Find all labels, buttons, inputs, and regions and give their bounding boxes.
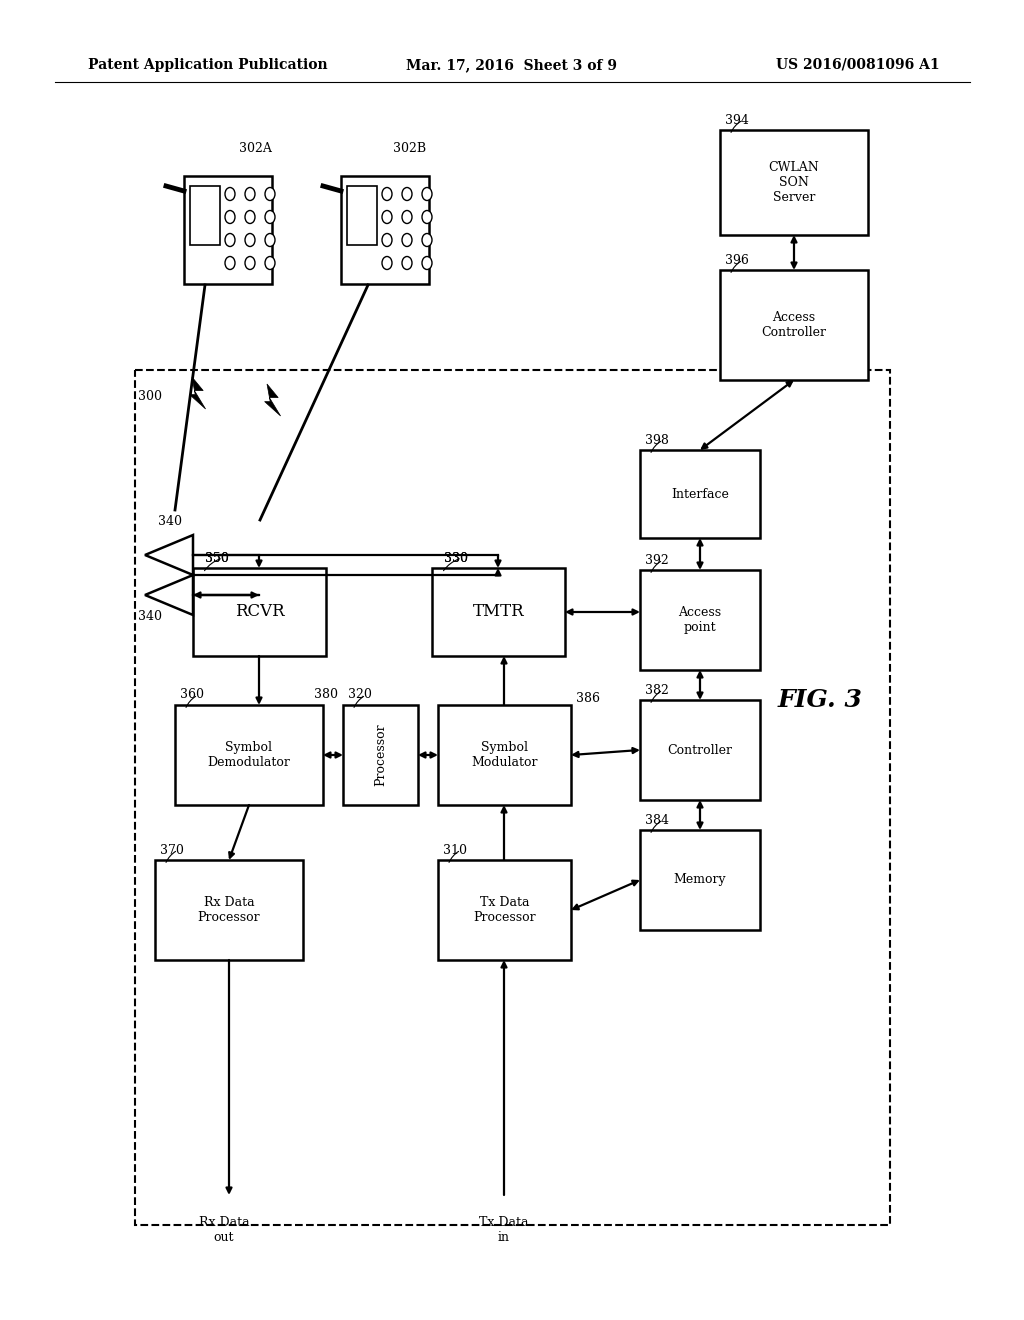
Bar <box>438 861 571 960</box>
Text: 330: 330 <box>444 552 468 565</box>
Bar <box>720 129 868 235</box>
Ellipse shape <box>422 210 432 223</box>
Text: 340: 340 <box>138 610 162 623</box>
Bar <box>640 830 760 931</box>
Text: 370: 370 <box>160 843 184 857</box>
Text: Symbol
Demodulator: Symbol Demodulator <box>208 741 291 770</box>
Bar <box>341 176 429 284</box>
Text: 392: 392 <box>645 553 669 566</box>
Text: 382: 382 <box>645 684 669 697</box>
Ellipse shape <box>382 187 392 201</box>
Ellipse shape <box>245 256 255 269</box>
Ellipse shape <box>245 210 255 223</box>
Text: Symbol
Modulator: Symbol Modulator <box>471 741 538 770</box>
Bar <box>190 186 220 246</box>
Polygon shape <box>145 576 193 615</box>
Text: FIG. 3: FIG. 3 <box>777 688 862 711</box>
Ellipse shape <box>402 256 412 269</box>
Bar <box>432 568 565 656</box>
Text: 396: 396 <box>725 253 749 267</box>
Text: US 2016/0081096 A1: US 2016/0081096 A1 <box>776 58 940 73</box>
Ellipse shape <box>265 187 275 201</box>
Ellipse shape <box>265 234 275 247</box>
Ellipse shape <box>382 210 392 223</box>
Bar <box>438 705 571 805</box>
Bar <box>193 568 326 656</box>
Ellipse shape <box>402 187 412 201</box>
Text: Rx Data
Processor: Rx Data Processor <box>198 896 260 924</box>
Ellipse shape <box>422 256 432 269</box>
Text: 320: 320 <box>348 689 372 701</box>
Bar <box>135 370 890 1225</box>
Text: Access
point: Access point <box>679 606 722 634</box>
Ellipse shape <box>245 187 255 201</box>
Text: RCVR: RCVR <box>234 603 285 620</box>
Text: Interface: Interface <box>671 487 729 500</box>
Text: Access
Controller: Access Controller <box>762 312 826 339</box>
Ellipse shape <box>225 256 234 269</box>
Text: 350: 350 <box>205 552 229 565</box>
Text: 398: 398 <box>645 433 669 446</box>
Text: 302A: 302A <box>239 141 271 154</box>
Text: 394: 394 <box>725 114 749 127</box>
Ellipse shape <box>382 256 392 269</box>
Polygon shape <box>264 384 281 416</box>
Ellipse shape <box>382 234 392 247</box>
Bar <box>175 705 323 805</box>
Text: Tx Data
Processor: Tx Data Processor <box>473 896 536 924</box>
Bar <box>343 705 418 805</box>
Bar <box>347 186 377 246</box>
Ellipse shape <box>422 234 432 247</box>
Text: Processor: Processor <box>374 723 387 787</box>
Text: 380: 380 <box>314 689 338 701</box>
Text: Controller: Controller <box>668 743 732 756</box>
Text: 340: 340 <box>158 515 182 528</box>
Text: 310: 310 <box>443 843 467 857</box>
Ellipse shape <box>225 210 234 223</box>
Ellipse shape <box>225 187 234 201</box>
Text: 302B: 302B <box>393 141 427 154</box>
Bar <box>720 271 868 380</box>
Polygon shape <box>145 535 193 576</box>
Bar <box>640 570 760 671</box>
Ellipse shape <box>265 210 275 223</box>
Bar <box>184 176 272 284</box>
Text: CWLAN
SON
Server: CWLAN SON Server <box>769 161 819 205</box>
Text: 330: 330 <box>444 552 468 565</box>
Ellipse shape <box>265 256 275 269</box>
Text: 384: 384 <box>645 813 669 826</box>
Bar <box>640 700 760 800</box>
Text: 360: 360 <box>180 689 204 701</box>
Text: 350: 350 <box>205 552 229 565</box>
Polygon shape <box>189 378 206 409</box>
Ellipse shape <box>402 234 412 247</box>
Text: 300: 300 <box>138 389 162 403</box>
Text: 386: 386 <box>575 692 600 705</box>
Ellipse shape <box>402 210 412 223</box>
Text: Memory: Memory <box>674 874 726 887</box>
Text: Mar. 17, 2016  Sheet 3 of 9: Mar. 17, 2016 Sheet 3 of 9 <box>407 58 617 73</box>
Text: TMTR: TMTR <box>473 603 524 620</box>
Ellipse shape <box>245 234 255 247</box>
Text: Tx Data
in: Tx Data in <box>479 1216 528 1243</box>
Text: Patent Application Publication: Patent Application Publication <box>88 58 328 73</box>
Bar <box>640 450 760 539</box>
Ellipse shape <box>422 187 432 201</box>
Bar <box>155 861 303 960</box>
Ellipse shape <box>225 234 234 247</box>
Text: Rx Data
out: Rx Data out <box>199 1216 249 1243</box>
